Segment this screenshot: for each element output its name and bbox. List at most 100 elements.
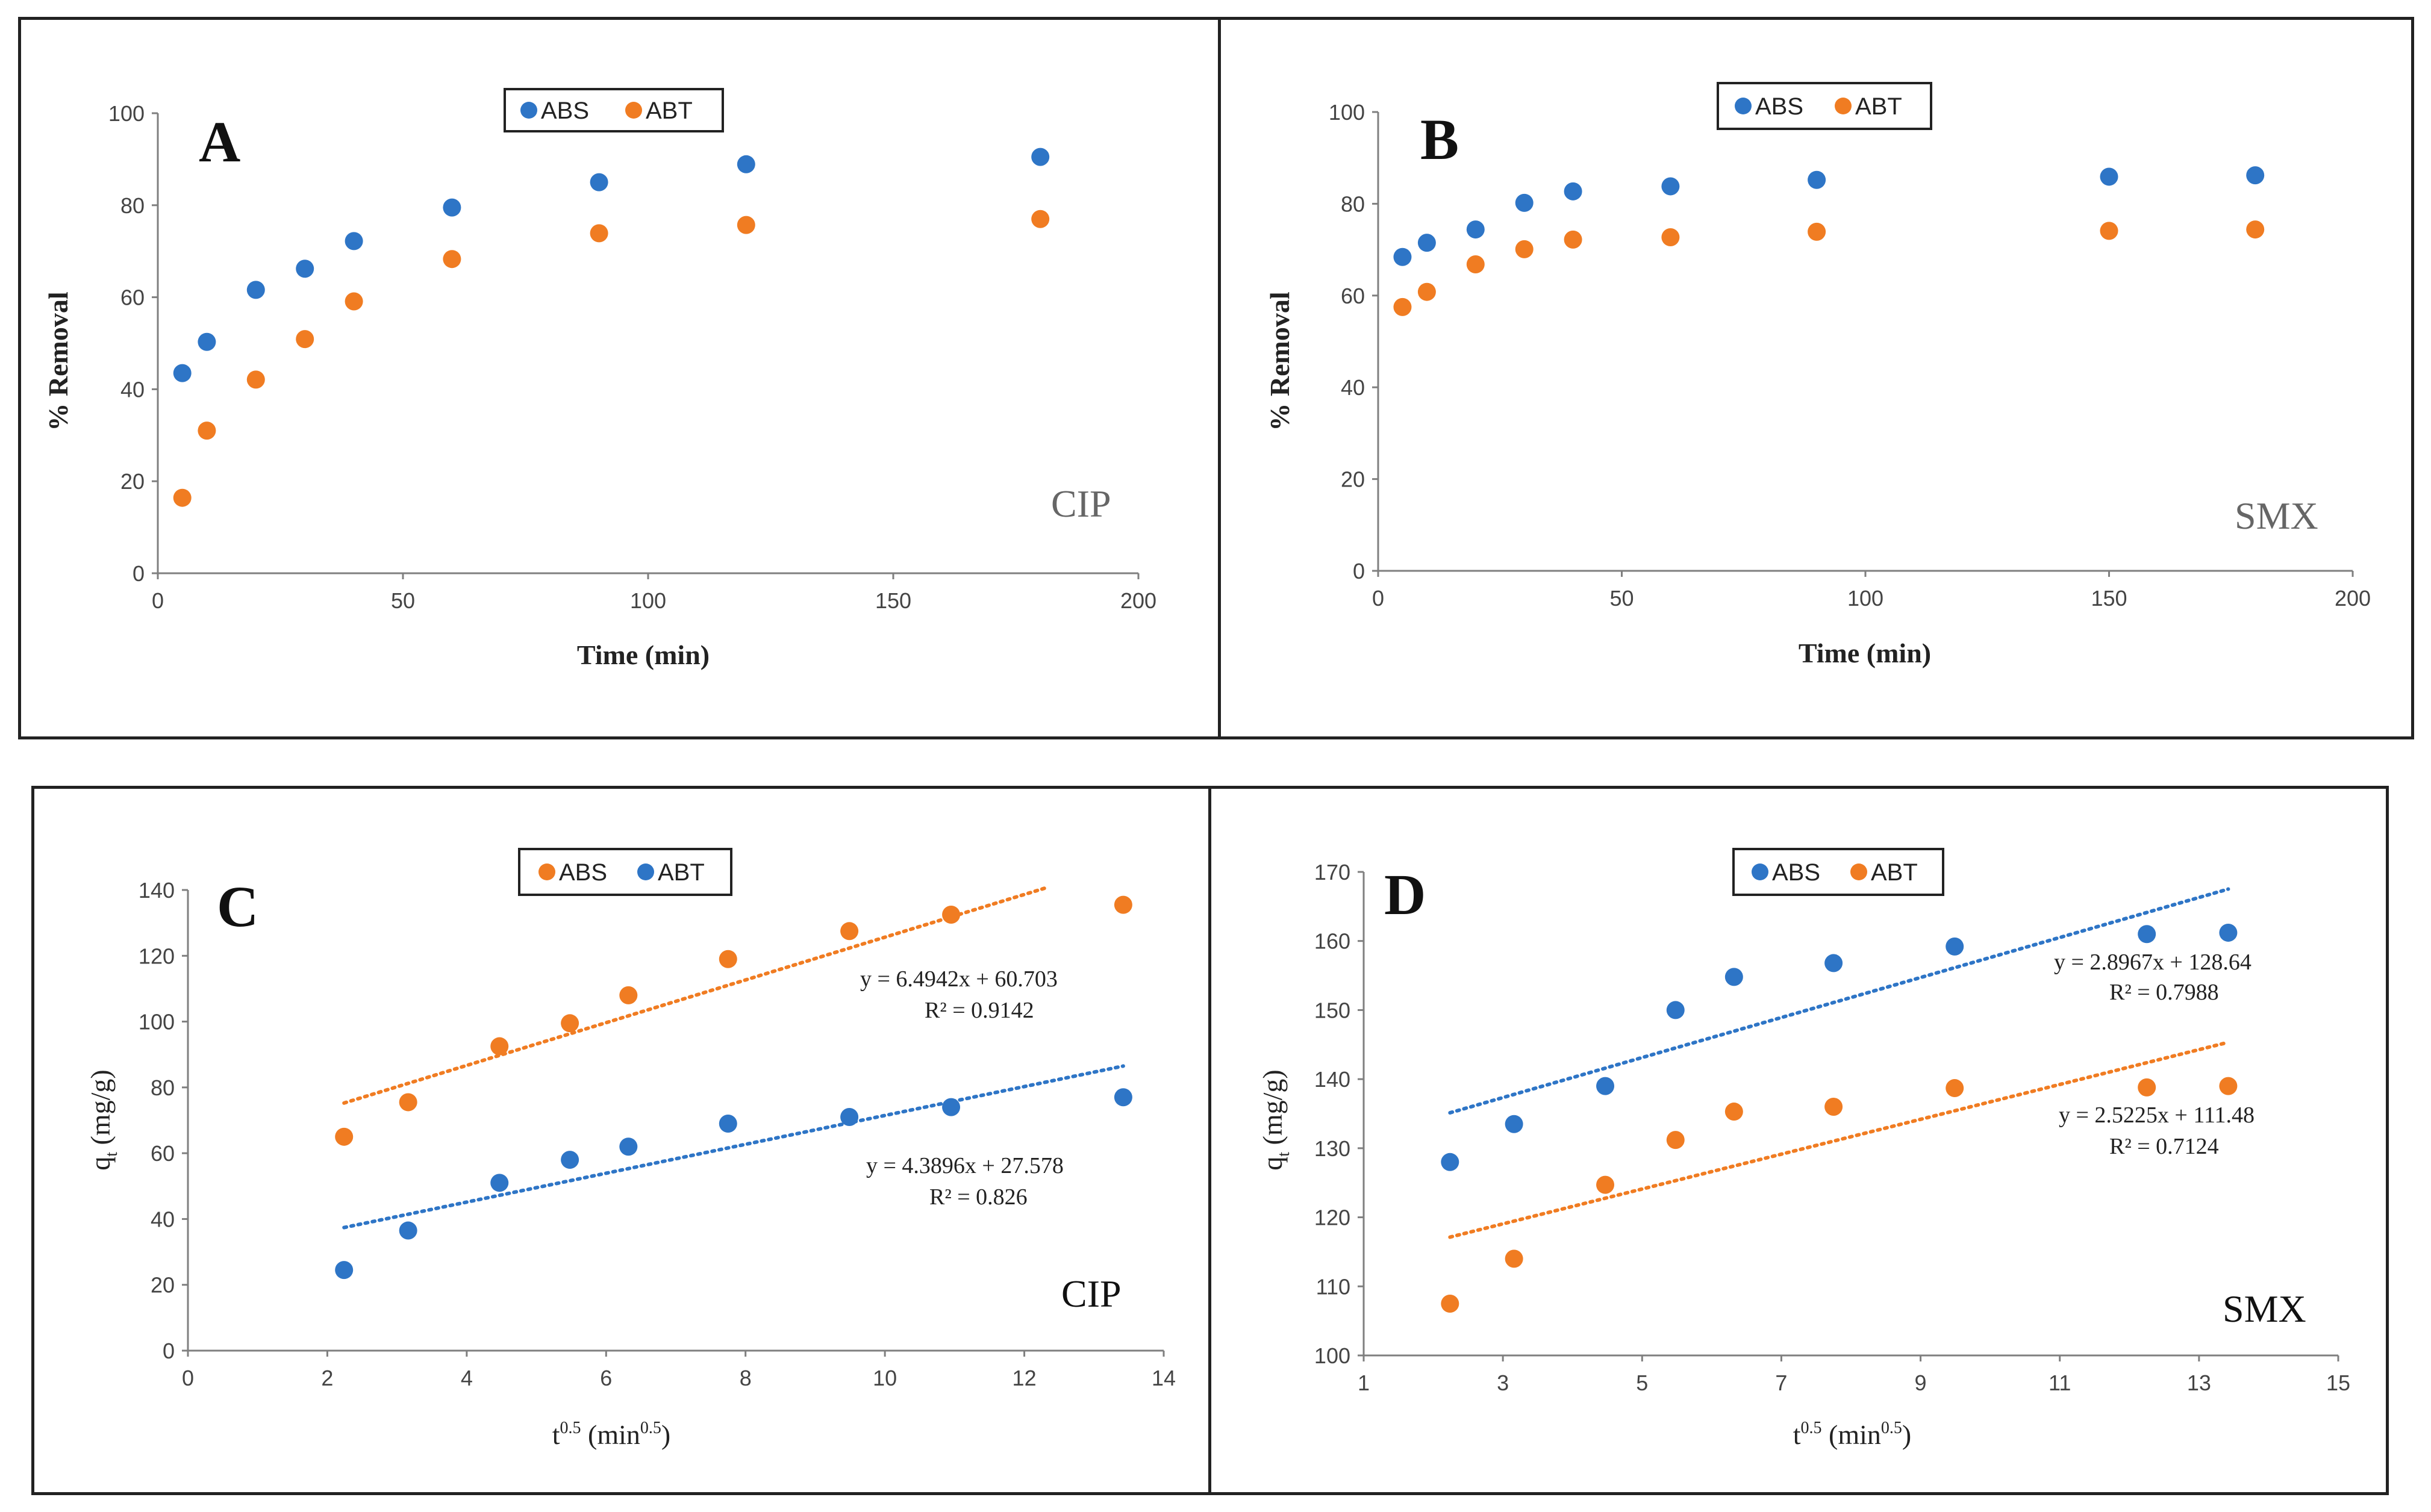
data-point-abt [942,1098,961,1116]
y-tick-label: 110 [1316,1274,1350,1299]
x-tick-label: 4 [461,1366,473,1390]
legend-box [1717,82,1932,130]
data-point-abt [1515,240,1534,258]
x-title-close: ) [661,1419,670,1450]
equation-abs-d: y = 2.8967x + 128.64 [2054,950,2252,975]
panel-letter-c: C [217,874,258,939]
data-point-abs [173,364,192,382]
data-point-abt [345,292,363,311]
data-point-abs [399,1093,417,1112]
data-point-abs [1808,170,1826,189]
data-point-abt [443,250,461,269]
data-point-abt [1031,210,1050,228]
y-axis-title-b: % Removal [1264,291,1295,431]
legend-label-abs: ABS [1772,859,1820,886]
data-point-abs [1417,234,1436,252]
data-point-abt [1946,1079,1964,1098]
data-point-abt [1417,282,1436,301]
data-point-abt [399,1221,417,1240]
legend-marker-abs [1735,98,1752,114]
legend-label-abt: ABT [1855,93,1902,120]
data-point-abs [1031,148,1050,166]
y-tick-label: 20 [151,1273,175,1298]
trendline-abs [342,886,1047,1105]
x-title-sup: 0.5 [560,1419,581,1437]
data-point-abt [719,1114,737,1133]
y-tick-label: 130 [1314,1136,1350,1161]
data-point-abs [1441,1153,1459,1171]
y-title-main: q [1257,1157,1288,1171]
panel-letter-a: A [199,110,240,174]
data-point-abs [1946,937,1964,956]
chart-c: C CIP t0.5 (min0.5) qt (mg/g) ABS ABT y … [85,848,1176,1450]
data-point-abt [2219,1077,2238,1095]
r2-abt-d: R² = 0.7124 [2109,1134,2219,1159]
legend-marker-abs [520,102,537,119]
data-point-abs [1505,1115,1523,1133]
data-point-abs [1466,220,1485,239]
legend-marker-abt [625,102,642,119]
x-tick-label: 13 [2187,1370,2211,1395]
y-tick-label: 80 [151,1075,175,1100]
corner-label-d: SMX [2223,1287,2306,1330]
x-tick-label: 150 [875,588,911,613]
data-point-abt [246,370,265,389]
data-point-abt [737,216,755,234]
data-point-abs [443,198,461,217]
legend-c: ABS ABT [518,848,732,896]
data-point-abt [1441,1294,1459,1313]
data-point-abs [1661,177,1680,196]
x-title-main: t [1793,1419,1801,1450]
data-point-abt [1824,1098,1843,1116]
x-tick-label: 6 [600,1366,612,1390]
panel-letter-d: D [1384,862,1426,927]
data-point-abs [2100,167,2118,186]
data-point-abt [840,1108,859,1127]
r2-abs-d: R² = 0.7988 [2109,980,2219,1005]
y-tick-label: 20 [120,469,145,494]
data-point-abs [1515,193,1534,212]
y-title-unit: (mg/g) [85,1069,116,1152]
x-title-close: ) [1902,1419,1911,1450]
x-tick-label: 15 [2326,1370,2350,1395]
panel-letter-b: B [1420,107,1459,172]
data-point-abt [2138,1078,2156,1097]
panel-b-frame [1218,17,2414,739]
data-point-abt [198,422,216,440]
y-axis-title-c: qt (mg/g) [85,1069,121,1170]
corner-label-c: CIP [1061,1272,1122,1315]
x-axis-title-c: t0.5 (min0.5) [552,1419,671,1450]
data-point-abt [1808,222,1826,241]
legend-label-abs: ABS [1755,93,1803,120]
legend-label-abs: ABS [559,859,607,886]
data-point-abs [345,232,363,250]
chart-b: B SMX Time (min) % Removal ABS ABT 0 50 10… [1264,82,2371,668]
x-title-main: t [552,1419,560,1450]
y-tick-label: 40 [120,377,145,402]
y-title-sub: t [1275,1152,1293,1157]
data-point-abs [198,332,216,351]
trendline-abs [1448,887,2230,1115]
y-tick-label: 80 [120,193,145,218]
data-point-abs [619,986,638,1004]
data-point-abt [1393,297,1412,316]
y-axis-title-d: qt (mg/g) [1257,1069,1293,1170]
y-tick-label: 100 [139,1010,175,1034]
data-point-abt [561,1151,579,1169]
legend-marker-abs [538,863,555,880]
legend-label-abt: ABT [658,859,705,886]
x-tick-label: 1 [1358,1370,1370,1395]
data-point-abs [296,260,314,278]
data-point-abs [719,950,737,968]
x-tick-label: 0 [152,588,164,613]
x-tick-label: 5 [1636,1370,1648,1395]
y-tick-label: 150 [1314,998,1350,1022]
chart-d: D SMX t0.5 (min0.5) qt (mg/g) ABS ABT y … [1257,848,2350,1450]
x-tick-label: 100 [1847,586,1883,611]
data-point-abs [335,1127,354,1146]
trendline-abt [342,1064,1125,1230]
x-tick-label: 200 [1120,588,1156,613]
legend-d: ABS ABT [1732,848,1944,896]
x-axis-title-a: Time (min) [577,639,710,670]
